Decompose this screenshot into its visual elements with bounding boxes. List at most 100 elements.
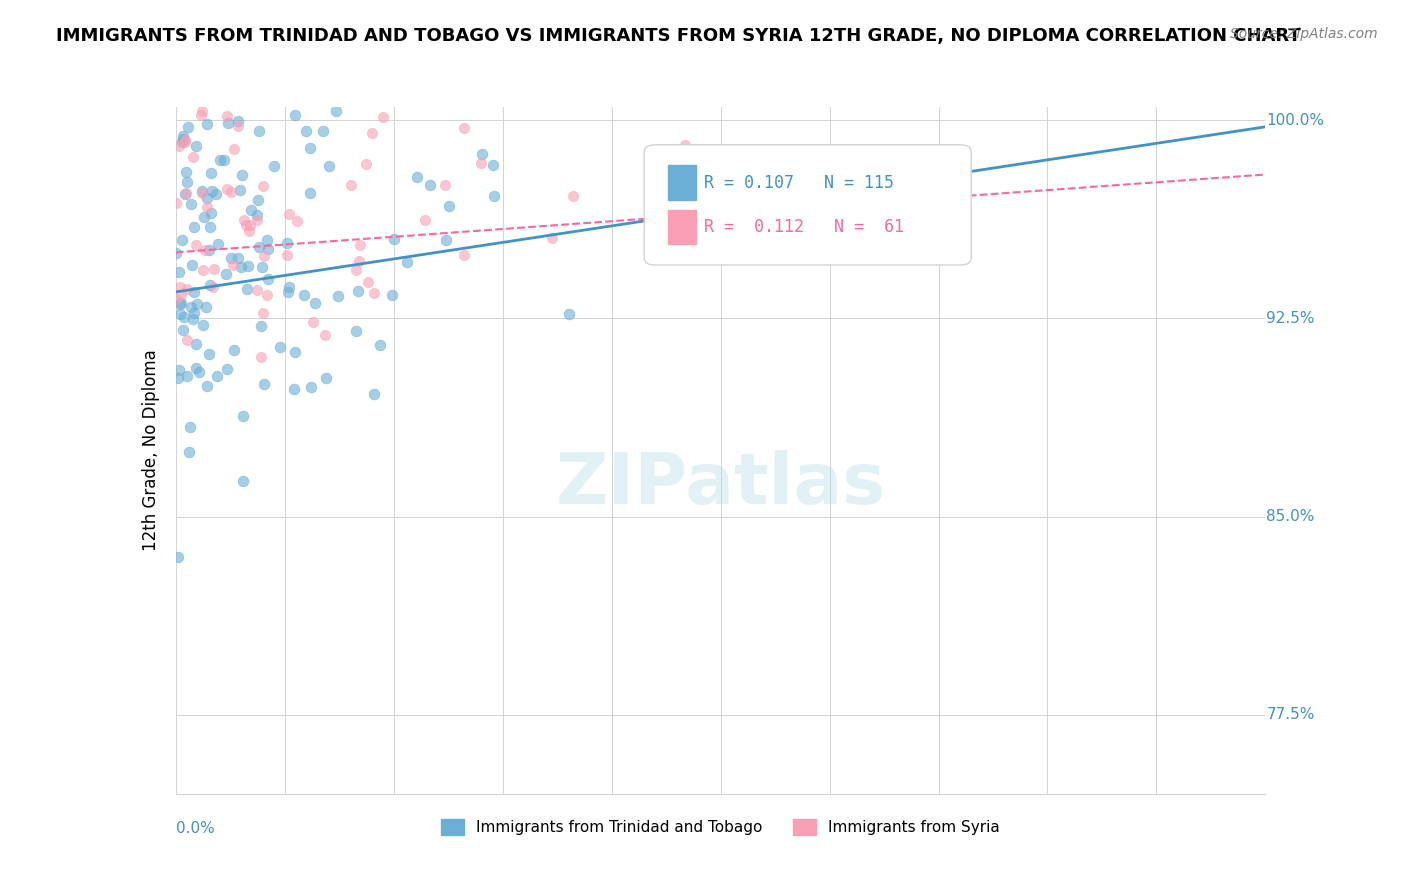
Immigrants from Syria	[222, 143, 245, 157]
Immigrants from Trinidad and Tobago	[284, 108, 307, 122]
Immigrants from Trinidad and Tobago	[186, 297, 208, 311]
Immigrants from Syria	[340, 178, 363, 192]
Immigrants from Trinidad and Tobago	[229, 183, 252, 197]
Immigrants from Trinidad and Tobago	[236, 282, 259, 296]
Immigrants from Syria	[176, 282, 198, 296]
Immigrants from Trinidad and Tobago	[176, 176, 198, 190]
Immigrants from Syria	[252, 306, 274, 320]
Immigrants from Syria	[173, 135, 195, 149]
Immigrants from Trinidad and Tobago	[217, 116, 239, 130]
Immigrants from Syria	[181, 150, 204, 164]
Immigrants from Trinidad and Tobago	[247, 240, 270, 254]
Immigrants from Trinidad and Tobago	[180, 196, 202, 211]
Text: 85.0%: 85.0%	[1267, 509, 1315, 524]
Immigrants from Syria	[184, 238, 207, 252]
Immigrants from Syria	[166, 292, 188, 306]
Immigrants from Trinidad and Tobago	[183, 285, 205, 299]
Immigrants from Trinidad and Tobago	[172, 323, 194, 337]
Immigrants from Trinidad and Tobago	[277, 285, 299, 300]
Immigrants from Trinidad and Tobago	[299, 186, 322, 200]
Text: IMMIGRANTS FROM TRINIDAD AND TOBAGO VS IMMIGRANTS FROM SYRIA 12TH GRADE, NO DIPL: IMMIGRANTS FROM TRINIDAD AND TOBAGO VS I…	[56, 27, 1301, 45]
Immigrants from Trinidad and Tobago	[195, 379, 218, 393]
Immigrants from Syria	[239, 218, 262, 232]
Immigrants from Trinidad and Tobago	[298, 140, 321, 154]
Immigrants from Trinidad and Tobago	[219, 252, 242, 266]
Immigrants from Syria	[238, 224, 260, 238]
Immigrants from Trinidad and Tobago	[198, 278, 221, 293]
Immigrants from Trinidad and Tobago	[558, 307, 581, 321]
Immigrants from Trinidad and Tobago	[195, 117, 218, 131]
Immigrants from Trinidad and Tobago	[304, 296, 326, 310]
Immigrants from Syria	[190, 108, 212, 122]
Immigrants from Trinidad and Tobago	[278, 279, 301, 293]
Immigrants from Trinidad and Tobago	[167, 265, 190, 279]
Immigrants from Trinidad and Tobago	[179, 420, 201, 434]
Immigrants from Syria	[562, 188, 585, 202]
Immigrants from Trinidad and Tobago	[181, 312, 204, 326]
Immigrants from Syria	[169, 280, 191, 294]
Immigrants from Syria	[217, 109, 239, 123]
Immigrants from Trinidad and Tobago	[231, 260, 253, 275]
Immigrants from Trinidad and Tobago	[205, 186, 228, 201]
Immigrants from Syria	[190, 103, 212, 118]
Immigrants from Trinidad and Tobago	[283, 345, 305, 359]
Immigrants from Trinidad and Tobago	[217, 362, 239, 376]
Immigrants from Trinidad and Tobago	[292, 288, 315, 302]
Immigrants from Syria	[285, 213, 308, 227]
Immigrants from Trinidad and Tobago	[253, 377, 276, 392]
Immigrants from Trinidad and Tobago	[318, 159, 340, 173]
Immigrants from Syria	[433, 178, 456, 193]
Text: R =  0.112   N =  61: R = 0.112 N = 61	[704, 219, 904, 236]
Immigrants from Trinidad and Tobago	[205, 369, 228, 384]
Immigrants from Syria	[344, 263, 367, 277]
Immigrants from Syria	[167, 139, 190, 153]
Immigrants from Trinidad and Tobago	[174, 165, 197, 179]
Immigrants from Trinidad and Tobago	[347, 284, 370, 298]
Immigrants from Syria	[190, 186, 212, 200]
Immigrants from Trinidad and Tobago	[256, 233, 278, 247]
Immigrants from Trinidad and Tobago	[195, 191, 218, 205]
Immigrants from Syria	[347, 254, 370, 268]
Immigrants from Trinidad and Tobago	[482, 157, 505, 171]
Immigrants from Syria	[363, 286, 385, 301]
Immigrants from Syria	[191, 263, 214, 277]
Immigrants from Trinidad and Tobago	[269, 340, 291, 354]
Immigrants from Trinidad and Tobago	[222, 343, 245, 358]
Immigrants from Syria	[302, 315, 325, 329]
Immigrants from Trinidad and Tobago	[184, 138, 207, 153]
Immigrants from Trinidad and Tobago	[247, 193, 270, 207]
Immigrants from Trinidad and Tobago	[344, 324, 367, 338]
Immigrants from Syria	[198, 90, 221, 104]
Immigrants from Trinidad and Tobago	[176, 369, 198, 384]
Text: 0.0%: 0.0%	[176, 822, 215, 837]
Immigrants from Syria	[253, 249, 276, 263]
Immigrants from Syria	[673, 137, 696, 152]
Immigrants from Trinidad and Tobago	[200, 166, 222, 180]
Immigrants from Trinidad and Tobago	[276, 235, 298, 250]
Immigrants from Syria	[176, 186, 198, 201]
Immigrants from Syria	[256, 287, 278, 301]
Bar	[668, 165, 696, 200]
Immigrants from Trinidad and Tobago	[263, 159, 285, 173]
Immigrants from Syria	[349, 238, 371, 252]
Immigrants from Trinidad and Tobago	[201, 184, 224, 198]
Immigrants from Trinidad and Tobago	[180, 258, 202, 272]
Immigrants from Syria	[453, 120, 475, 135]
Immigrants from Trinidad and Tobago	[183, 219, 205, 234]
Immigrants from Trinidad and Tobago	[183, 306, 205, 320]
Text: R = 0.107   N = 115: R = 0.107 N = 115	[704, 174, 894, 192]
Immigrants from Trinidad and Tobago	[173, 310, 195, 324]
Immigrants from Trinidad and Tobago	[312, 124, 335, 138]
Immigrants from Trinidad and Tobago	[368, 338, 391, 352]
Immigrants from Syria	[361, 126, 384, 140]
Immigrants from Syria	[246, 283, 269, 297]
Immigrants from Trinidad and Tobago	[405, 169, 427, 184]
Immigrants from Trinidad and Tobago	[298, 61, 321, 75]
Immigrants from Trinidad and Tobago	[169, 307, 191, 321]
Immigrants from Syria	[246, 213, 269, 227]
Text: 100.0%: 100.0%	[1267, 112, 1324, 128]
Text: Source: ZipAtlas.com: Source: ZipAtlas.com	[1230, 27, 1378, 41]
Immigrants from Trinidad and Tobago	[326, 289, 349, 303]
Immigrants from Syria	[250, 350, 273, 364]
Immigrants from Syria	[325, 61, 347, 75]
